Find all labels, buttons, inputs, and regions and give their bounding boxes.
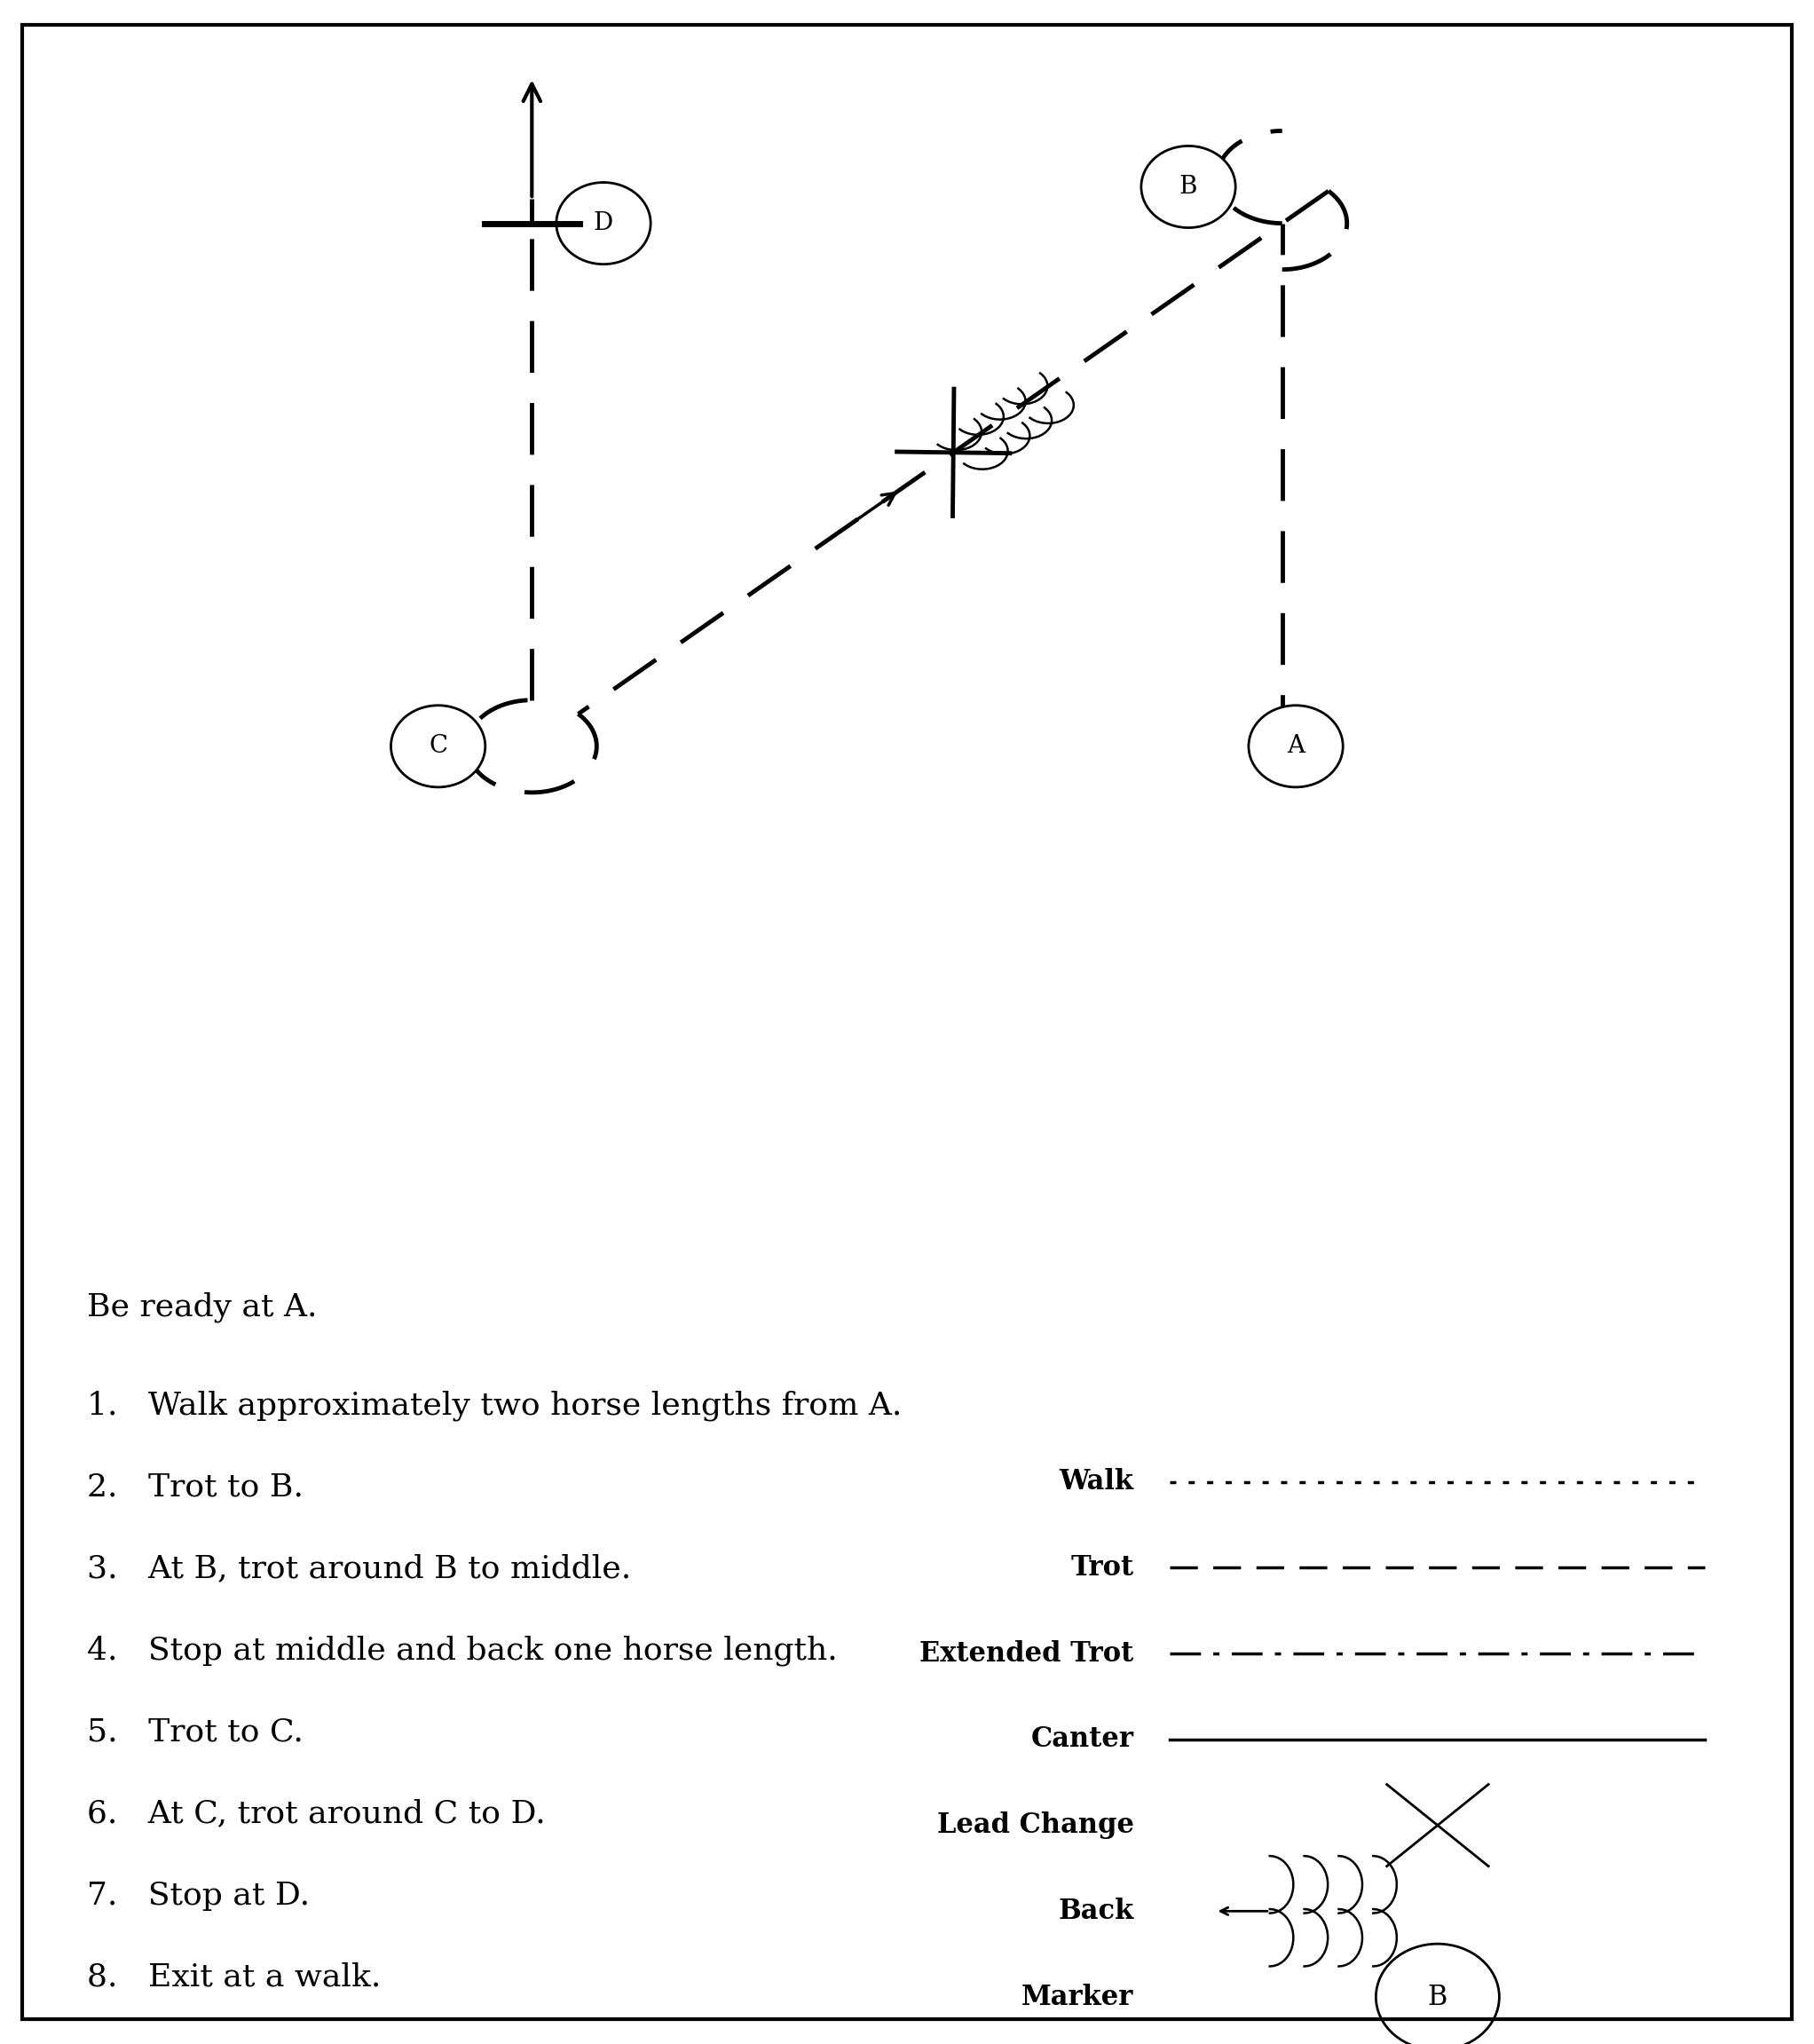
Text: 3.   At B, trot around B to middle.: 3. At B, trot around B to middle.: [87, 1553, 631, 1584]
Text: Extended Trot: Extended Trot: [920, 1639, 1134, 1668]
Text: B: B: [1179, 176, 1197, 198]
Text: Walk: Walk: [1059, 1468, 1134, 1496]
Text: 8.   Exit at a walk.: 8. Exit at a walk.: [87, 1962, 381, 1993]
Text: A: A: [1286, 734, 1304, 758]
Text: 2.   Trot to B.: 2. Trot to B.: [87, 1472, 303, 1502]
Text: B: B: [1428, 1983, 1448, 2011]
Ellipse shape: [392, 705, 484, 787]
Ellipse shape: [557, 182, 651, 264]
Text: 4.   Stop at middle and back one horse length.: 4. Stop at middle and back one horse len…: [87, 1635, 838, 1666]
Text: Trot: Trot: [1070, 1553, 1134, 1582]
Text: Marker: Marker: [1021, 1983, 1134, 2011]
Text: Lead Change: Lead Change: [936, 1811, 1134, 1840]
Text: Back: Back: [1058, 1897, 1134, 1925]
Text: 1.   Walk approximately two horse lengths from A.: 1. Walk approximately two horse lengths …: [87, 1390, 902, 1421]
Text: 7.   Stop at D.: 7. Stop at D.: [87, 1880, 310, 1911]
Text: Be ready at A.: Be ready at A.: [87, 1292, 317, 1322]
Text: D: D: [593, 211, 613, 235]
Ellipse shape: [1141, 145, 1235, 227]
Text: 6.   At C, trot around C to D.: 6. At C, trot around C to D.: [87, 1799, 546, 1829]
Ellipse shape: [1375, 1944, 1498, 2044]
Text: Canter: Canter: [1030, 1725, 1134, 1754]
Ellipse shape: [1248, 705, 1342, 787]
Text: 5.   Trot to C.: 5. Trot to C.: [87, 1717, 303, 1748]
Text: C: C: [428, 734, 448, 758]
